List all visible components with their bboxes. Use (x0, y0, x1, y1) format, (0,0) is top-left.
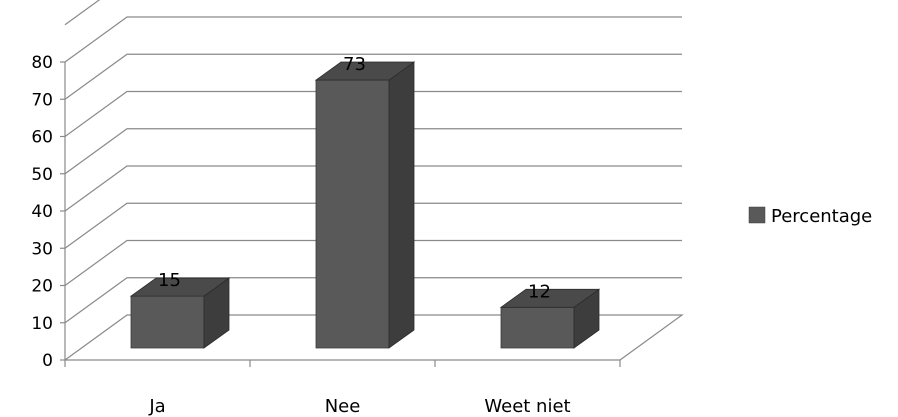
legend-label: Percentage (771, 206, 872, 227)
data-labels: 15 73 12 (158, 54, 551, 302)
gridline (64, 277, 682, 324)
axes: 0 10 20 30 40 50 60 70 80 Ja Nee Weet niet (31, 53, 684, 417)
bars (129, 61, 601, 349)
data-label: 15 (158, 270, 181, 291)
bar-front (130, 295, 205, 349)
data-label: 12 (528, 281, 551, 302)
y-tick-label: 0 (42, 351, 53, 371)
gridline (64, 0, 101, 26)
bar (499, 288, 601, 349)
data-label: 73 (343, 54, 366, 75)
legend-swatch (748, 206, 766, 224)
x-tick-label: Nee (325, 396, 361, 417)
y-tick-label: 10 (31, 314, 53, 334)
bar-top (499, 288, 601, 308)
gridline (64, 53, 682, 100)
legend: Percentage (748, 206, 872, 227)
bar (314, 61, 416, 349)
y-tick-label: 30 (31, 239, 53, 259)
gridline (64, 202, 682, 249)
x-tick-label: Weet niet (484, 396, 570, 417)
gridline (64, 16, 682, 63)
gridlines (64, 0, 682, 324)
bar-top (314, 61, 416, 81)
bar-side (388, 61, 415, 349)
bar-front (500, 306, 575, 349)
x-tick-label: Ja (148, 396, 165, 417)
y-tick-label: 60 (31, 128, 53, 148)
y-tick-label: 70 (31, 90, 53, 110)
gridline (64, 90, 682, 137)
y-tick-label: 80 (31, 53, 53, 73)
gridline (64, 165, 682, 212)
y-tick-label: 40 (31, 202, 53, 222)
gridline (64, 128, 682, 175)
gridline (64, 239, 682, 286)
y-tick-label: 20 (31, 277, 53, 297)
y-tick-label: 50 (31, 165, 53, 185)
bar-top (129, 277, 231, 297)
bar (129, 277, 231, 349)
bar-front (315, 79, 390, 349)
